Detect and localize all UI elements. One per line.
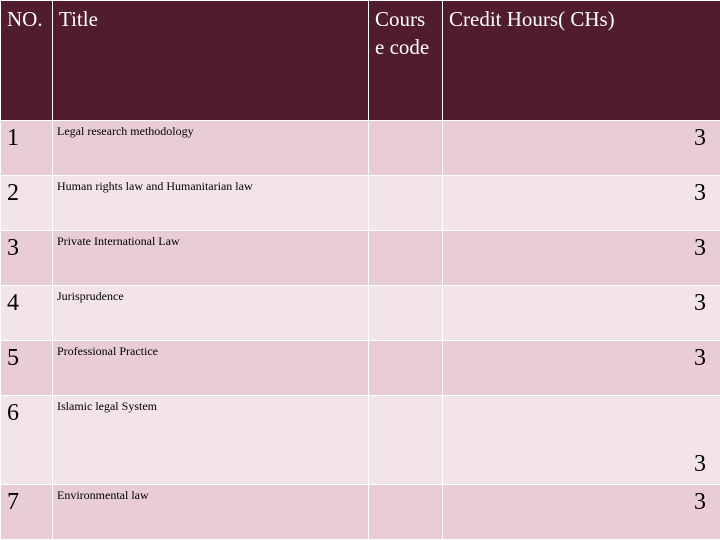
- cell-no: 5: [1, 341, 53, 396]
- cell-title: Human rights law and Humanitarian law: [53, 176, 369, 231]
- cell-no: 1: [1, 121, 53, 176]
- header-chs: Credit Hours( CHs): [443, 1, 720, 121]
- table-row: 7 Environmental law 3: [1, 484, 720, 539]
- cell-chs-value: 3: [694, 451, 706, 478]
- cell-code: [369, 341, 443, 396]
- cell-no: 6: [1, 396, 53, 485]
- header-row: NO. Title Cours e code Credit Hours( CHs…: [1, 1, 720, 121]
- cell-code: [369, 484, 443, 539]
- course-table: NO. Title Cours e code Credit Hours( CHs…: [0, 0, 720, 540]
- cell-chs: 3: [443, 286, 720, 341]
- cell-code: [369, 396, 443, 485]
- cell-chs: 3: [443, 121, 720, 176]
- header-title: Title: [53, 1, 369, 121]
- cell-title: Islamic legal System: [53, 396, 369, 485]
- cell-chs: 3: [443, 341, 720, 396]
- cell-code: [369, 121, 443, 176]
- cell-title: Jurisprudence: [53, 286, 369, 341]
- table-row: 2 Human rights law and Humanitarian law …: [1, 176, 720, 231]
- cell-no: 7: [1, 484, 53, 539]
- cell-chs: 3: [443, 176, 720, 231]
- cell-code: [369, 231, 443, 286]
- table-body: 1 Legal research methodology 3 2 Human r…: [1, 121, 720, 540]
- table-row: 1 Legal research methodology 3: [1, 121, 720, 176]
- table-row: 3 Private International Law 3: [1, 231, 720, 286]
- cell-chs: 3: [443, 231, 720, 286]
- cell-no: 4: [1, 286, 53, 341]
- cell-title: Professional Practice: [53, 341, 369, 396]
- cell-code: [369, 176, 443, 231]
- cell-no: 3: [1, 231, 53, 286]
- cell-no: 2: [1, 176, 53, 231]
- cell-chs: 3: [443, 396, 720, 485]
- cell-title: Environmental law: [53, 484, 369, 539]
- table-row: 5 Professional Practice 3: [1, 341, 720, 396]
- cell-code: [369, 286, 443, 341]
- cell-title: Private International Law: [53, 231, 369, 286]
- cell-title: Legal research methodology: [53, 121, 369, 176]
- table-row: 4 Jurisprudence 3: [1, 286, 720, 341]
- header-no: NO.: [1, 1, 53, 121]
- table-row: 6 Islamic legal System 3: [1, 396, 720, 485]
- header-code: Cours e code: [369, 1, 443, 121]
- cell-chs: 3: [443, 484, 720, 539]
